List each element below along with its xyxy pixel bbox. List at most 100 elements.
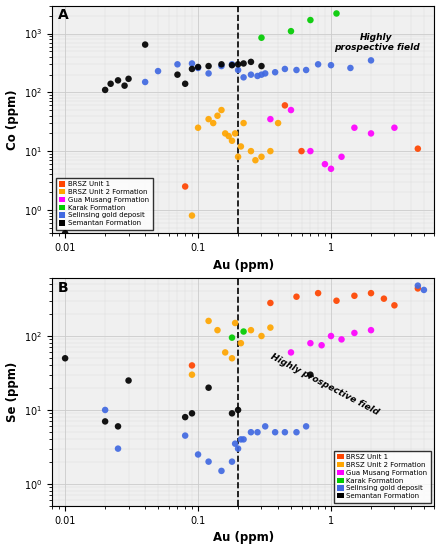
- Point: [347, 64, 354, 73]
- Point: [258, 70, 265, 79]
- Point: [391, 301, 398, 310]
- Point: [228, 354, 235, 362]
- Point: [218, 62, 225, 70]
- Point: [218, 466, 225, 475]
- Point: [228, 457, 235, 466]
- Point: [281, 64, 288, 73]
- Point: [235, 60, 242, 69]
- Point: [121, 81, 128, 90]
- Point: [420, 285, 427, 294]
- Point: [252, 156, 259, 164]
- Point: [333, 9, 340, 18]
- Point: [327, 332, 334, 340]
- Text: B: B: [58, 280, 69, 295]
- Point: [205, 115, 212, 124]
- Point: [210, 119, 217, 128]
- Point: [258, 152, 265, 161]
- Point: [267, 115, 274, 124]
- Point: [414, 284, 422, 293]
- Point: [188, 64, 195, 73]
- Point: [125, 74, 132, 83]
- Point: [351, 123, 358, 132]
- Point: [228, 136, 235, 145]
- X-axis label: Au (ppm): Au (ppm): [213, 531, 274, 544]
- Point: [214, 111, 221, 120]
- Point: [231, 439, 238, 448]
- Point: [114, 422, 121, 431]
- Point: [228, 333, 235, 342]
- Point: [307, 15, 314, 24]
- Point: [237, 339, 244, 348]
- Point: [235, 405, 242, 414]
- Point: [114, 76, 121, 85]
- X-axis label: Au (ppm): Au (ppm): [213, 258, 274, 272]
- Point: [293, 428, 300, 437]
- Point: [258, 332, 265, 340]
- Point: [222, 348, 229, 357]
- Point: [222, 129, 229, 138]
- Text: Highly
prospective field: Highly prospective field: [334, 33, 419, 52]
- Point: [327, 164, 334, 173]
- Point: [174, 60, 181, 69]
- Point: [267, 147, 274, 156]
- Point: [303, 65, 310, 74]
- Point: [293, 65, 300, 74]
- Point: [240, 59, 247, 68]
- Point: [333, 296, 340, 305]
- Point: [258, 34, 265, 42]
- Point: [218, 106, 225, 114]
- Point: [315, 289, 322, 298]
- Point: [235, 152, 242, 161]
- Point: [154, 67, 161, 75]
- Point: [351, 292, 358, 300]
- Point: [318, 341, 325, 350]
- Point: [188, 59, 195, 68]
- Point: [262, 69, 269, 78]
- Point: [258, 62, 265, 70]
- Y-axis label: Se (ppm): Se (ppm): [6, 362, 18, 422]
- Point: [194, 64, 202, 73]
- Point: [271, 428, 279, 437]
- Point: [380, 294, 387, 303]
- Point: [247, 58, 254, 67]
- Point: [281, 428, 288, 437]
- Point: [228, 60, 235, 69]
- Point: [62, 354, 69, 362]
- Point: [188, 409, 195, 418]
- Point: [271, 68, 279, 76]
- Point: [231, 318, 238, 327]
- Point: [367, 56, 374, 65]
- Point: [275, 119, 282, 128]
- Point: [307, 339, 314, 348]
- Point: [240, 119, 247, 128]
- Point: [240, 327, 247, 336]
- Point: [414, 281, 422, 290]
- Point: [338, 335, 345, 344]
- Point: [281, 101, 288, 110]
- Point: [293, 292, 300, 301]
- Point: [247, 147, 254, 156]
- Point: [205, 383, 212, 392]
- Point: [62, 229, 69, 238]
- Point: [205, 457, 212, 466]
- Point: [194, 450, 202, 459]
- Point: [188, 211, 195, 220]
- Point: [247, 70, 254, 79]
- Point: [351, 328, 358, 337]
- Point: [254, 428, 261, 437]
- Point: [367, 326, 374, 334]
- Point: [114, 444, 121, 453]
- Point: [102, 417, 109, 426]
- Point: [125, 376, 132, 385]
- Legend: BRSZ Unit 1, BRSZ Unit 2 Formation, Gua Musang Formation, Karak Formation, Selin: BRSZ Unit 1, BRSZ Unit 2 Formation, Gua …: [56, 178, 153, 230]
- Y-axis label: Co (ppm): Co (ppm): [6, 89, 18, 150]
- Point: [188, 370, 195, 379]
- Point: [287, 106, 294, 114]
- Point: [315, 60, 322, 69]
- Point: [182, 431, 189, 440]
- Point: [142, 40, 149, 49]
- Point: [267, 299, 274, 307]
- Point: [235, 65, 242, 74]
- Point: [240, 435, 247, 444]
- Point: [303, 422, 310, 431]
